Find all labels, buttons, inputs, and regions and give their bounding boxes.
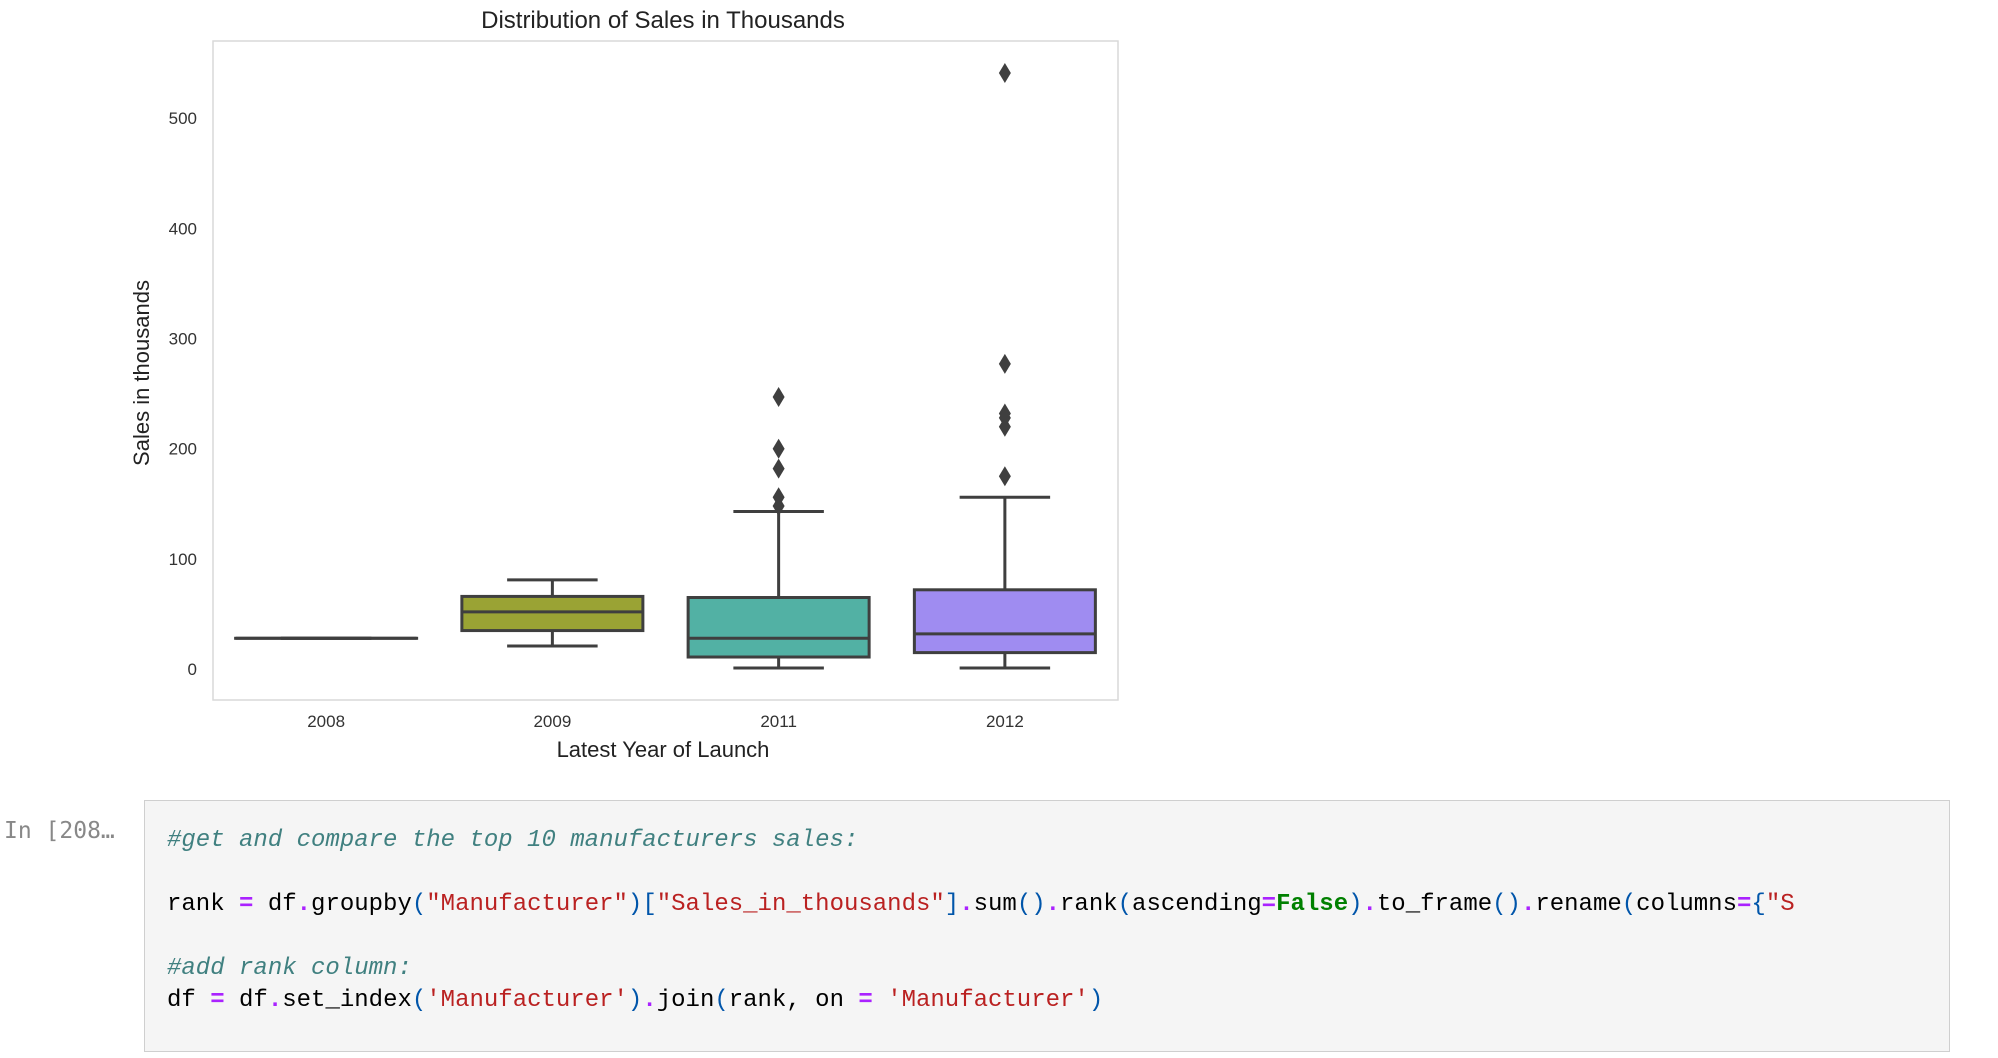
x-tick-label: 2011: [760, 712, 797, 731]
code-token: "S: [1765, 891, 1795, 918]
x-tick-label: 2009: [533, 712, 571, 731]
code-line: rank = df.groupby("Manufacturer")["Sales…: [167, 891, 1795, 918]
outlier-point: [772, 458, 785, 479]
outlier-point: [998, 466, 1011, 487]
code-token: .: [959, 891, 974, 918]
code-token: rank, on: [728, 987, 859, 1014]
y-tick-label: 200: [169, 440, 197, 459]
chart-title: Distribution of Sales in Thousands: [481, 7, 845, 34]
code-token: ): [627, 987, 643, 1014]
code-token: df: [224, 987, 268, 1014]
code-token: df: [253, 891, 297, 918]
code-token: )[: [627, 891, 657, 918]
code-token: False: [1276, 891, 1349, 918]
boxplot-svg: Distribution of Sales in Thousands 0 100 2…: [129, 7, 1119, 762]
code-token: [873, 987, 887, 1014]
code-token: to_frame: [1376, 891, 1493, 918]
code-token: =: [210, 987, 225, 1014]
outlier-point: [998, 62, 1011, 83]
outlier-point: [998, 403, 1011, 424]
y-tick-labels: 0 100 200 300 400 500: [169, 109, 197, 679]
boxes: [234, 62, 1097, 670]
code-token: (: [1117, 891, 1133, 918]
code-token: =: [239, 891, 254, 918]
code-token: .: [296, 891, 312, 918]
code-token: (: [714, 987, 729, 1014]
y-tick-label: 400: [169, 219, 197, 238]
outlier-point: [772, 386, 785, 407]
y-tick-label: 500: [169, 109, 197, 128]
code-token: #add rank column:: [167, 955, 412, 982]
box-2009: [460, 578, 645, 648]
code-token: =: [1737, 891, 1752, 918]
code-token: #get and compare the top 10 manufacturer…: [167, 827, 859, 854]
code-token: (: [411, 891, 427, 918]
code-token: ): [1348, 891, 1363, 918]
code-token: rank: [1060, 891, 1118, 918]
outlier-point: [772, 438, 785, 459]
code-token: =: [858, 987, 873, 1014]
x-tick-label: 2008: [307, 712, 345, 731]
code-token: "Manufacturer": [426, 891, 628, 918]
code-token: sum: [973, 891, 1017, 918]
y-tick-label: 0: [188, 660, 197, 679]
box-iqr: [460, 594, 645, 633]
code-token: .: [267, 987, 283, 1014]
code-line: #get and compare the top 10 manufacturer…: [167, 827, 858, 854]
x-tick-label: 2012: [986, 712, 1024, 731]
notebook-code-cell[interactable]: In [208… #get and compare the top 10 man…: [0, 800, 1998, 1058]
code-line: #add rank column:: [167, 955, 412, 982]
code-token: .: [642, 987, 657, 1014]
code-editor[interactable]: #get and compare the top 10 manufacturer…: [144, 800, 1950, 1052]
code-token: (): [1016, 891, 1046, 918]
code-token: (): [1492, 891, 1521, 918]
code-token: df: [167, 987, 211, 1014]
code-token: groupby: [311, 891, 412, 918]
code-token: rename: [1535, 891, 1622, 918]
code-token: .: [1362, 891, 1377, 918]
code-token: =: [1261, 891, 1277, 918]
code-token: ascending: [1132, 891, 1262, 918]
outlier-point: [772, 487, 785, 508]
code-token: .: [1520, 891, 1536, 918]
code-token: ]: [944, 891, 960, 918]
code-token: (: [411, 987, 427, 1014]
box-2011: [686, 386, 871, 670]
y-tick-label: 100: [169, 550, 197, 569]
box-iqr: [912, 588, 1097, 655]
code-token: 'Manufacturer': [887, 987, 1089, 1014]
boxplot-chart: Distribution of Sales in Thousands 0 100 2…: [129, 7, 1119, 762]
x-tick-labels: 2008 2009 2011 2012: [307, 712, 1024, 731]
cell-prompt: In [208…: [4, 818, 115, 844]
outlier-point: [998, 353, 1011, 374]
code-token: ): [1088, 987, 1104, 1014]
y-axis-label: Sales in thousands: [129, 280, 154, 466]
code-token: columns: [1636, 891, 1737, 918]
code-token: rank: [167, 891, 240, 918]
code-token: "Sales_in_thousands": [656, 891, 945, 918]
code-token: join: [656, 987, 715, 1014]
code-token: (: [1621, 891, 1637, 918]
box-iqr: [686, 596, 871, 659]
code-token: set_index: [282, 987, 412, 1014]
y-tick-label: 300: [169, 330, 197, 349]
code-line: df = df.set_index('Manufacturer').join(r…: [167, 987, 1103, 1014]
code-token: {: [1751, 891, 1766, 918]
code-token: .: [1045, 891, 1061, 918]
box-2012: [912, 62, 1097, 670]
code-token: 'Manufacturer': [426, 987, 628, 1014]
x-axis-label: Latest Year of Launch: [557, 737, 770, 762]
